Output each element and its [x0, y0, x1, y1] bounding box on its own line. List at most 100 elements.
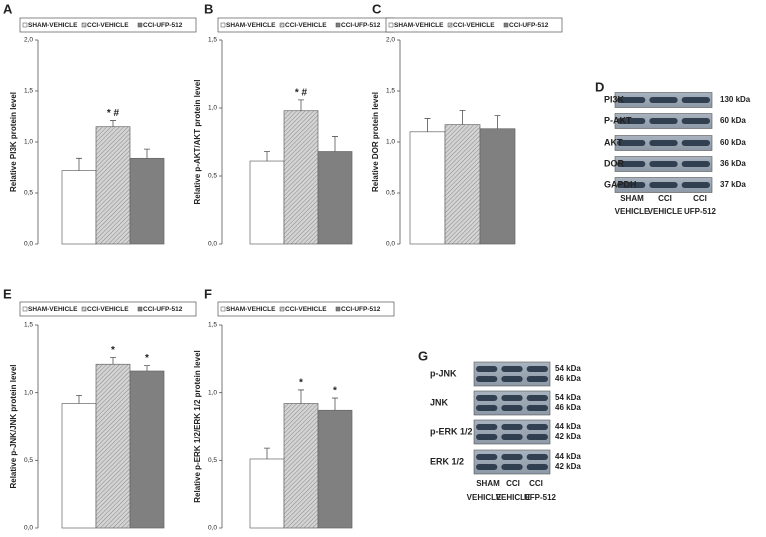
- legend-box: [217, 301, 395, 317]
- lane-label: CCI: [693, 194, 707, 203]
- legend-label: CCI-UFP-512: [341, 306, 381, 313]
- legend-marker: [22, 22, 28, 28]
- y-tick-label: 1,5: [208, 322, 217, 329]
- lane-label: CCI: [506, 479, 520, 488]
- bar: [409, 131, 446, 245]
- panel-letter: C: [372, 1, 382, 16]
- lane-label: SHAM: [620, 194, 644, 203]
- error-bar: [494, 115, 501, 129]
- bar: [249, 160, 285, 245]
- blot-band: [681, 97, 710, 103]
- legend-label: SHAM-VEHICLE: [28, 306, 78, 313]
- y-tick-label: 2,0: [24, 37, 33, 44]
- panel-letter: D: [595, 79, 604, 94]
- legend-label: CCI-VEHICLE: [87, 306, 129, 313]
- panel-letter: E: [3, 286, 12, 301]
- blot-band: [476, 376, 498, 382]
- y-axis-label: Relative DOR protein level: [371, 92, 380, 192]
- error-bar: [110, 120, 116, 127]
- blot-band: [476, 434, 498, 440]
- blot-band: [526, 424, 548, 430]
- legend-marker: [335, 22, 341, 28]
- blot-band: [617, 97, 646, 103]
- blot-band: [501, 366, 523, 372]
- lane-label: CCI: [529, 479, 543, 488]
- blot-band: [617, 161, 646, 167]
- blot-band: [681, 118, 710, 124]
- lane-label: VEHICLE: [648, 207, 683, 216]
- lane-label: SHAM: [476, 479, 500, 488]
- y-tick-label: 2,0: [386, 37, 395, 44]
- y-tick-label: 0,5: [208, 457, 217, 464]
- blot-label: JNK: [430, 397, 449, 407]
- legend-marker: [335, 306, 341, 312]
- legend-marker: [137, 306, 143, 312]
- blot-strip: [473, 390, 551, 416]
- y-tick-label: 0,0: [208, 525, 217, 532]
- legend-label: CCI-UFP-512: [143, 22, 183, 29]
- blot-label: P-AKT: [604, 115, 632, 125]
- y-tick-label: 1,5: [24, 322, 33, 329]
- blot-band: [501, 405, 523, 411]
- blot-label: ERK 1/2: [430, 456, 464, 466]
- blot-band: [617, 182, 646, 188]
- legend-marker: [137, 22, 143, 28]
- error-bar: [144, 148, 150, 159]
- blot-label: AKT: [604, 137, 623, 147]
- blot-band: [649, 97, 678, 103]
- bar: [283, 403, 319, 529]
- kda-label: 60 kDa: [720, 138, 746, 147]
- blot-band: [476, 395, 498, 401]
- y-tick-label: 1,5: [386, 88, 395, 95]
- blot-band: [476, 424, 498, 430]
- error-bar: [298, 389, 304, 404]
- legend-label: CCI-UFP-512: [143, 306, 183, 313]
- blot-band: [681, 161, 710, 167]
- blot-band: [649, 161, 678, 167]
- blot-label: PI3K: [604, 94, 625, 104]
- y-tick-label: 0,0: [24, 241, 33, 248]
- legend-box: [19, 301, 197, 317]
- legend-label: CCI-VEHICLE: [285, 306, 327, 313]
- legend-box: [385, 17, 563, 33]
- bar: [249, 458, 285, 529]
- blot-band: [526, 464, 548, 470]
- legend-label: CCI-UFP-512: [509, 22, 549, 29]
- blot-band: [501, 454, 523, 460]
- error-bar: [424, 118, 431, 132]
- error-bar: [264, 151, 270, 162]
- error-bar: [110, 357, 116, 365]
- significance-mark: * #: [107, 108, 120, 119]
- blot-band: [526, 454, 548, 460]
- legend-marker: [81, 306, 87, 312]
- y-axis-label: Relative p-JNK/JNK protein level: [9, 364, 18, 488]
- legend-label: CCI-VEHICLE: [453, 22, 495, 29]
- legend-marker: [279, 306, 285, 312]
- blot-strip: [473, 361, 551, 387]
- lane-label: UFP-512: [684, 207, 717, 216]
- error-bar: [76, 394, 82, 404]
- significance-mark: *: [145, 353, 149, 364]
- legend-box: [19, 17, 197, 33]
- error-bar: [76, 157, 82, 171]
- y-tick-label: 0,0: [386, 241, 395, 248]
- legend-label: CCI-VEHICLE: [285, 22, 327, 29]
- blot-band: [501, 464, 523, 470]
- lane-label: CCI: [658, 194, 672, 203]
- legend-marker: [447, 22, 453, 28]
- kda-label: 36 kDa: [720, 159, 746, 168]
- legend-label: CCI-UFP-512: [341, 22, 381, 29]
- blot-band: [649, 140, 678, 146]
- significance-mark: * #: [295, 87, 308, 98]
- legend-label: CCI-VEHICLE: [87, 22, 129, 29]
- blot-band: [526, 434, 548, 440]
- error-bar: [459, 109, 466, 125]
- error-bar: [332, 136, 338, 152]
- blot-band: [476, 454, 498, 460]
- bar: [129, 370, 165, 529]
- blot-band: [526, 366, 548, 372]
- y-axis-label: Relative p-AKT/AKT protein level: [193, 80, 202, 205]
- blot-band: [681, 140, 710, 146]
- blot-band: [526, 405, 548, 411]
